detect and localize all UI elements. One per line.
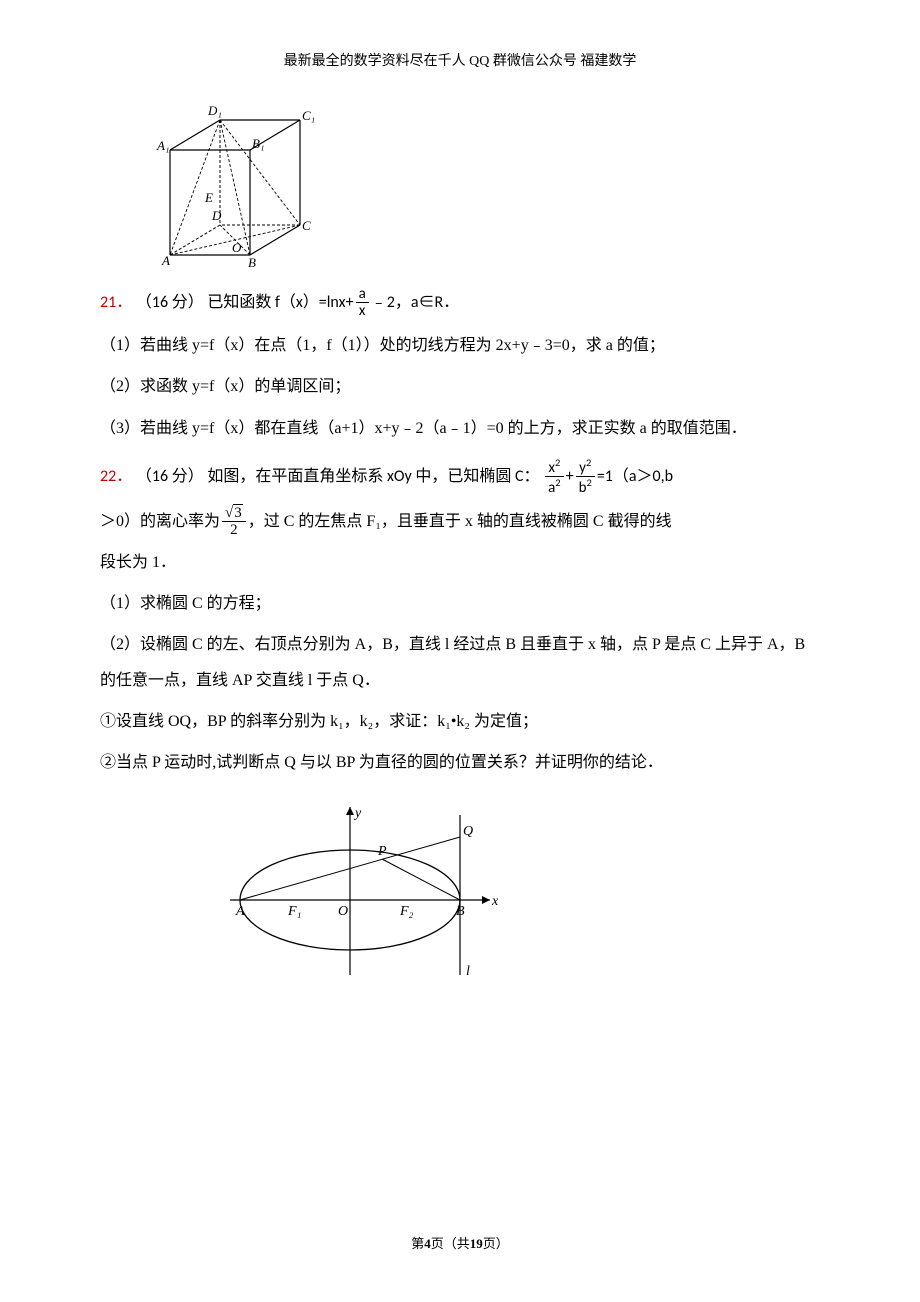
svg-text:A: A xyxy=(161,253,170,268)
svg-text:A₁: A₁ xyxy=(156,138,169,153)
problem-22-eq-suffix: =1（a＞0,b xyxy=(597,467,673,486)
problem-21-stem-suffix: ﹣2，a∈R． xyxy=(371,293,459,312)
problem-21-points: （16 分） xyxy=(136,293,204,312)
problem-22-number: 22． xyxy=(100,467,132,486)
svg-text:F₂: F₂ xyxy=(399,904,414,919)
svg-text:D₁: D₁ xyxy=(207,103,222,118)
problem-21-stem-prefix: 已知函数 f（x）=lnx+ xyxy=(207,293,353,312)
problem-22-sub1: （1）求椭圆 C 的方程； xyxy=(100,586,820,621)
svg-text:B: B xyxy=(248,255,256,270)
svg-text:O: O xyxy=(232,240,242,255)
svg-text:B₁: B₁ xyxy=(252,136,264,151)
problem-21: 21． （16 分） 已知函数 f（x）=lnx+ax﹣2，a∈R． xyxy=(100,285,820,320)
svg-text:D: D xyxy=(211,208,222,223)
svg-text:F₁: F₁ xyxy=(287,904,301,919)
fraction-x2-a2: x2a2 xyxy=(545,458,564,496)
svg-text:O: O xyxy=(338,904,348,919)
svg-text:Q: Q xyxy=(463,824,473,839)
page-footer: 第4页（共19页） xyxy=(0,1233,920,1252)
svg-text:P: P xyxy=(377,844,387,859)
problem-21-sub2: （2）求函数 y=f（x）的单调区间； xyxy=(100,369,820,404)
page-header: 最新最全的数学资料尽在千人 QQ 群微信公众号 福建数学 xyxy=(100,50,820,70)
svg-text:y: y xyxy=(353,806,362,821)
problem-22-points: （16 分） xyxy=(136,467,204,486)
problem-22: 22． （16 分） 如图，在平面直角坐标系 xOy 中，已知椭圆 C： x2a… xyxy=(100,458,820,496)
problem-22-stem-prefix: 如图，在平面直角坐标系 xOy 中，已知椭圆 C： xyxy=(207,467,539,486)
fraction-sqrt3-2: √32 xyxy=(222,506,246,538)
problem-22-sub2-1: ①设直线 OQ，BP 的斜率分别为 k₁，k₂，求证：k₁•k₂ 为定值； xyxy=(100,704,820,739)
problem-22-sub2: （2）设椭圆 C 的左、右顶点分别为 A，B，直线 l 经过点 B 且垂直于 x… xyxy=(100,627,820,697)
svg-text:l: l xyxy=(466,964,470,979)
problem-22-line3: 段长为 1． xyxy=(100,545,820,580)
svg-text:E: E xyxy=(204,190,213,205)
ellipse-figure: y x O A B F₁ F₂ P Q l xyxy=(220,795,820,990)
fraction-a-over-x: ax xyxy=(356,287,369,319)
problem-21-sub3: （3）若曲线 y=f（x）都在直线（a+1）x+y﹣2（a﹣1）=0 的上方，求… xyxy=(100,411,820,446)
fraction-y2-b2: y2b2 xyxy=(576,458,595,496)
svg-text:A: A xyxy=(235,904,245,919)
svg-text:B: B xyxy=(456,904,465,919)
svg-text:x: x xyxy=(491,894,499,909)
svg-text:C₁: C₁ xyxy=(302,108,315,123)
problem-22-line2: ＞0）的离心率为√32，过 C 的左焦点 F₁，且垂直于 x 轴的直线被椭圆 C… xyxy=(100,504,820,539)
svg-text:C: C xyxy=(302,218,311,233)
cube-figure: A B C D A₁ B₁ C₁ D₁ E O xyxy=(150,100,820,275)
problem-21-number: 21． xyxy=(100,293,132,312)
problem-22-sub2-2: ②当点 P 运动时,试判断点 Q 与以 BP 为直径的圆的位置关系？并证明你的结… xyxy=(100,745,820,780)
problem-21-sub1: （1）若曲线 y=f（x）在点（1，f（1））处的切线方程为 2x+y﹣3=0，… xyxy=(100,328,820,363)
